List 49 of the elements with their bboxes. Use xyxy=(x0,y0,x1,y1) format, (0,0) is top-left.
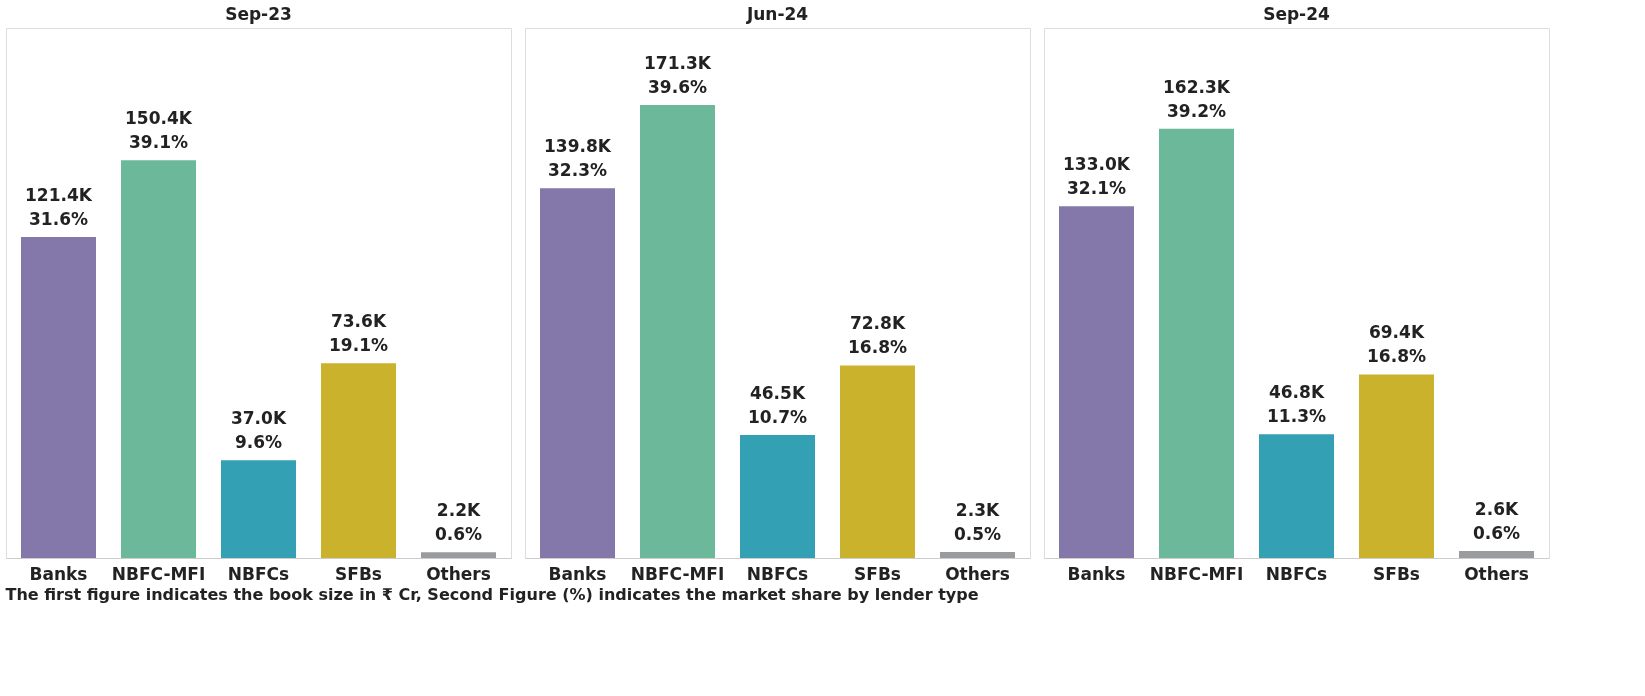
data-label: 72.8K 16.8% xyxy=(848,313,907,358)
bar xyxy=(1259,434,1334,558)
x-tick-label: Others xyxy=(426,563,491,584)
x-tick-label: Banks xyxy=(29,563,88,584)
bar xyxy=(840,365,915,558)
data-label: 73.6K 19.1% xyxy=(329,311,388,356)
bar xyxy=(121,160,196,558)
bar xyxy=(1059,206,1134,558)
x-tick-label: SFBs xyxy=(854,563,901,584)
bar xyxy=(940,551,1015,558)
chart-title: Sep-23 xyxy=(225,4,292,24)
data-label: 171.3K 39.6% xyxy=(644,53,712,98)
x-tick-label: NBFC-MFI xyxy=(630,563,725,584)
bar xyxy=(321,363,396,558)
bar xyxy=(640,105,715,558)
bar xyxy=(1359,374,1434,558)
x-tick-label: Others xyxy=(1464,563,1529,584)
bar xyxy=(1459,551,1534,558)
data-label: 139.8K 32.3% xyxy=(544,136,612,181)
x-tick-label: NBFC-MFI xyxy=(1149,563,1244,584)
x-tick-label: NBFCs xyxy=(227,563,290,584)
bar xyxy=(540,188,615,558)
x-tick-label: SFBs xyxy=(1373,563,1420,584)
x-tick-label: NBFCs xyxy=(746,563,809,584)
bar xyxy=(1159,128,1234,558)
x-tick-label: NBFC-MFI xyxy=(111,563,206,584)
data-label: 37.0K 9.6% xyxy=(230,408,287,453)
data-label: 162.3K 39.2% xyxy=(1163,76,1231,121)
bar xyxy=(740,435,815,558)
data-label: 133.0K 32.1% xyxy=(1063,154,1131,199)
data-label: 46.8K 11.3% xyxy=(1267,382,1326,427)
text: The first figure indicates the book size in ₹ Cr, Second Figure (%) indicates the market share by lender type xyxy=(5,584,979,604)
bar xyxy=(21,236,96,558)
chart-title: Jun-24 xyxy=(745,4,809,24)
data-label: 69.4K 16.8% xyxy=(1367,322,1426,367)
bar xyxy=(221,460,296,558)
x-tick-label: Others xyxy=(945,563,1010,584)
bar xyxy=(421,552,496,558)
chart-title: Sep-24 xyxy=(1263,4,1330,24)
x-tick-label: Banks xyxy=(1067,563,1126,584)
data-label: 2.2K 0.6% xyxy=(434,500,483,545)
data-label: 150.4K 39.1% xyxy=(125,108,193,153)
data-label: 46.5K 10.7% xyxy=(748,383,807,428)
data-label: 2.6K 0.6% xyxy=(1472,499,1521,544)
x-tick-label: SFBs xyxy=(335,563,382,584)
data-label: 2.3K 0.5% xyxy=(953,499,1002,544)
x-tick-label: NBFCs xyxy=(1265,563,1328,584)
x-tick-label: Banks xyxy=(548,563,607,584)
data-label: 121.4K 31.6% xyxy=(25,184,93,229)
